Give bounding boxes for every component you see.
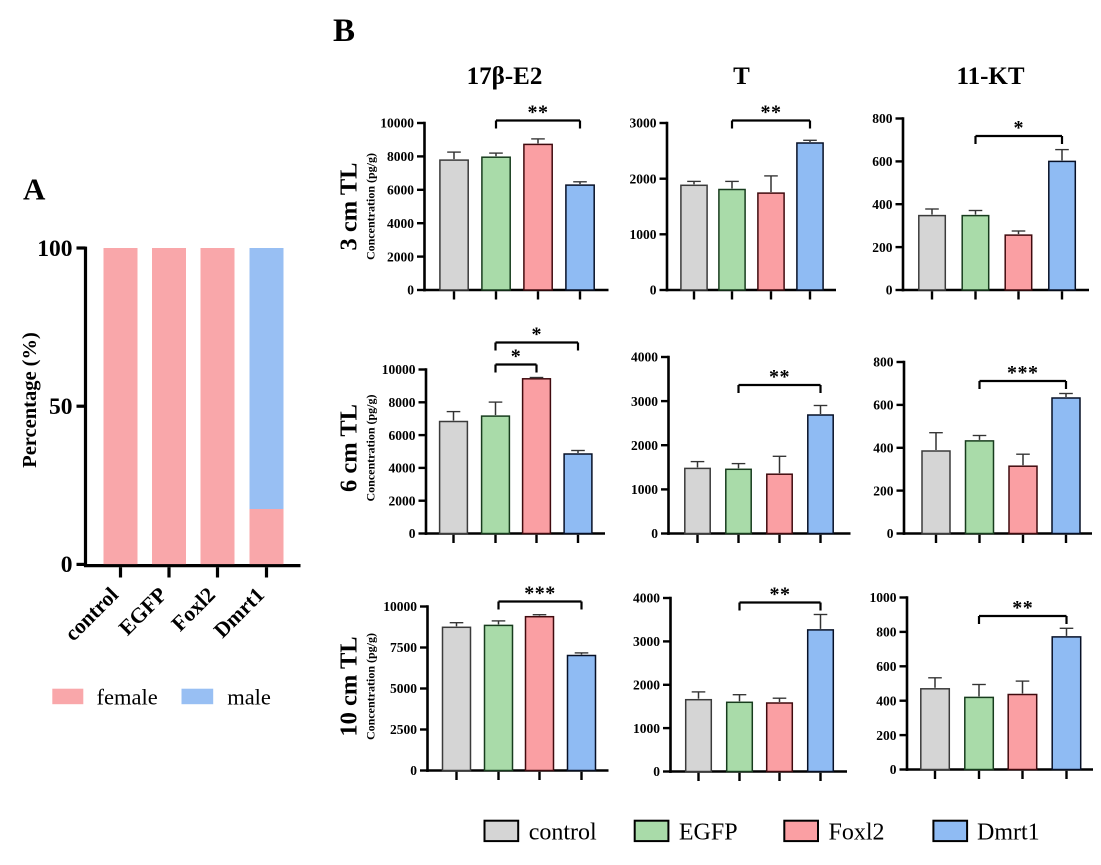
svg-text:4000: 4000 [633, 591, 660, 606]
svg-text:*: * [532, 324, 543, 346]
svg-text:200: 200 [872, 240, 893, 255]
svg-text:3000: 3000 [631, 394, 658, 409]
svg-text:8000: 8000 [387, 149, 414, 164]
svg-text:6 cm TL: 6 cm TL [336, 404, 363, 492]
svg-text:200: 200 [873, 483, 894, 498]
svg-text:Dmrt1: Dmrt1 [977, 820, 1040, 846]
svg-text:0: 0 [61, 552, 73, 578]
svg-text:A: A [23, 172, 46, 207]
svg-text:0: 0 [653, 764, 660, 779]
svg-text:0: 0 [651, 526, 658, 541]
svg-text:2000: 2000 [631, 438, 658, 453]
svg-text:2000: 2000 [387, 249, 414, 264]
svg-text:600: 600 [872, 154, 893, 169]
svg-text:0: 0 [887, 526, 894, 541]
svg-text:1000: 1000 [631, 482, 658, 497]
svg-text:Foxl2: Foxl2 [829, 820, 885, 846]
svg-text:Concentration (pg/g): Concentration (pg/g) [364, 633, 378, 740]
svg-text:**: ** [770, 584, 791, 606]
svg-text:female: female [97, 685, 158, 710]
svg-text:2000: 2000 [630, 171, 657, 186]
svg-text:1000: 1000 [633, 721, 660, 736]
svg-text:***: *** [524, 583, 556, 605]
svg-text:*: * [1014, 117, 1025, 139]
svg-text:100: 100 [37, 236, 72, 262]
svg-text:B: B [333, 13, 355, 49]
svg-text:EGFP: EGFP [679, 820, 738, 846]
svg-text:**: ** [528, 102, 549, 124]
svg-text:2000: 2000 [389, 493, 416, 508]
svg-text:*: * [511, 346, 522, 368]
svg-text:10000: 10000 [380, 116, 414, 131]
svg-text:**: ** [761, 102, 782, 124]
svg-text:4000: 4000 [389, 461, 416, 476]
svg-text:T: T [733, 63, 750, 90]
svg-text:0: 0 [650, 283, 657, 298]
svg-text:400: 400 [876, 693, 897, 708]
svg-text:male: male [227, 685, 271, 710]
svg-text:400: 400 [872, 197, 893, 212]
svg-text:10 cm TL: 10 cm TL [336, 636, 363, 736]
svg-text:0: 0 [890, 762, 897, 777]
svg-text:control: control [529, 820, 597, 846]
svg-text:4000: 4000 [631, 350, 658, 365]
svg-text:6000: 6000 [389, 428, 416, 443]
svg-text:0: 0 [410, 763, 417, 778]
svg-text:6000: 6000 [387, 183, 414, 198]
svg-text:11-KT: 11-KT [956, 63, 1024, 90]
svg-text:4000: 4000 [387, 216, 414, 231]
svg-text:1000: 1000 [630, 227, 657, 242]
svg-text:3 cm TL: 3 cm TL [336, 162, 363, 250]
svg-text:50: 50 [49, 394, 73, 420]
svg-text:Concentration (pg/g): Concentration (pg/g) [364, 395, 378, 502]
svg-text:7500: 7500 [390, 640, 417, 655]
svg-text:**: ** [1012, 597, 1033, 619]
svg-text:200: 200 [876, 728, 897, 743]
svg-text:800: 800 [872, 111, 893, 126]
svg-text:800: 800 [876, 625, 897, 640]
svg-text:***: *** [1007, 362, 1039, 384]
svg-text:3000: 3000 [630, 116, 657, 131]
svg-text:0: 0 [886, 283, 893, 298]
svg-text:600: 600 [873, 398, 894, 413]
svg-text:3000: 3000 [633, 634, 660, 649]
svg-text:**: ** [769, 366, 790, 388]
svg-text:5000: 5000 [390, 681, 417, 696]
svg-text:400: 400 [873, 440, 894, 455]
svg-text:10000: 10000 [382, 362, 416, 377]
svg-text:8000: 8000 [389, 395, 416, 410]
svg-text:2500: 2500 [390, 722, 417, 737]
svg-text:0: 0 [407, 283, 414, 298]
svg-text:17β-E2: 17β-E2 [467, 63, 543, 90]
svg-text:2000: 2000 [633, 678, 660, 693]
svg-text:Concentration (pg/g): Concentration (pg/g) [364, 153, 378, 260]
svg-text:1000: 1000 [870, 590, 897, 605]
svg-text:600: 600 [876, 659, 897, 674]
svg-text:800: 800 [873, 355, 894, 370]
svg-text:0: 0 [409, 526, 416, 541]
svg-text:10000: 10000 [383, 599, 417, 614]
svg-text:Percentage (%): Percentage (%) [19, 332, 41, 468]
